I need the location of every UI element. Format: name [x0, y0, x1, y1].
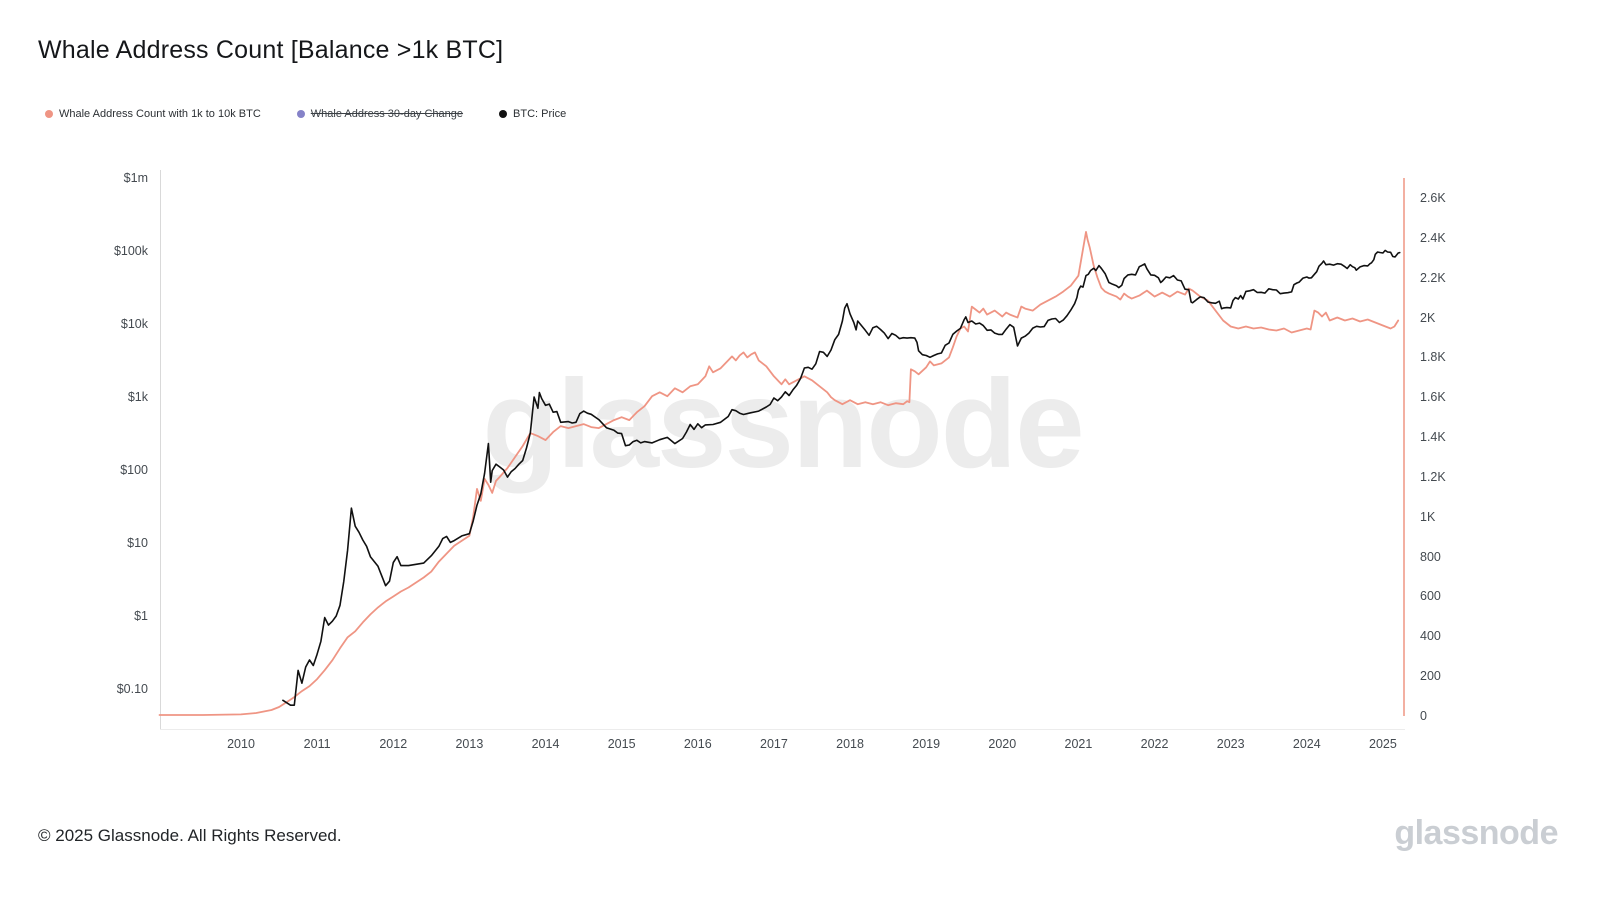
series-line-whale-count [158, 231, 1400, 716]
legend-dot-icon [499, 110, 508, 118]
left-axis-tick: $0.10 [116, 682, 148, 696]
left-axis-tick: $100 [120, 463, 148, 477]
x-axis-tick: 2015 [607, 737, 636, 751]
chart-area[interactable]: glassnode [158, 170, 1405, 730]
series-line-btc-price [282, 249, 1401, 707]
legend-label: Whale Address Count with 1k to 10k BTC [59, 108, 261, 120]
x-axis-tick: 2022 [1140, 737, 1169, 751]
x-axis-tick: 2020 [988, 737, 1017, 751]
right-axis-tick: 200 [1420, 669, 1441, 684]
x-axis-tick: 2013 [455, 737, 484, 751]
right-axis-tick: 800 [1420, 549, 1441, 564]
right-axis-tick: 1K [1420, 509, 1436, 524]
x-axis-tick: 2025 [1369, 737, 1397, 751]
right-axis-tick: 1.4K [1420, 430, 1446, 445]
x-axis-tick: 2014 [531, 737, 560, 751]
page-title: Whale Address Count [Balance >1k BTC] [38, 36, 504, 64]
right-axis-tick: 400 [1420, 629, 1441, 644]
plot-svg [158, 170, 1405, 730]
legend-label: Whale Address 30-day Change [310, 108, 464, 120]
left-axis-tick: $100k [113, 244, 148, 258]
x-axis-tick: 2021 [1064, 737, 1093, 751]
x-axis-tick: 2019 [912, 737, 941, 751]
right-axis-tick: 2.6K [1420, 191, 1446, 205]
left-axis-tick: $10 [127, 536, 148, 550]
legend: Whale Address Count with 1k to 10k BTC Wh… [45, 108, 566, 120]
left-axis-tick: $10k [120, 317, 148, 331]
x-axis-tick: 2010 [227, 737, 255, 751]
copyright: © 2025 Glassnode. All Rights Reserved. [38, 826, 342, 845]
right-axis-tick: 1.6K [1420, 390, 1446, 405]
legend-dot-icon [45, 110, 53, 118]
x-axis-tick: 2017 [760, 737, 788, 751]
left-axis-tick: $1m [123, 171, 148, 185]
x-axis-tick: 2023 [1216, 737, 1245, 751]
x-axis-tick: 2016 [683, 737, 712, 751]
x-axis-tick: 2012 [379, 737, 408, 751]
legend-label: BTC: Price [513, 108, 567, 120]
right-axis-tick: 2.2K [1420, 270, 1446, 285]
x-axis-tick: 2011 [303, 737, 331, 751]
right-axis-tick: 1.8K [1420, 350, 1446, 365]
legend-item[interactable]: Whale Address 30-day Change [296, 108, 464, 120]
right-axis-tick: 1.2K [1420, 469, 1446, 484]
legend-item[interactable]: BTC: Price [499, 108, 566, 120]
brand-logo: glassnode [1394, 814, 1558, 852]
right-axis-tick: 600 [1420, 589, 1441, 604]
right-axis-tick: 2.4K [1420, 230, 1446, 245]
right-axis-tick: 0 [1420, 709, 1427, 723]
left-axis-tick: $1 [134, 609, 148, 623]
right-axis-tick: 2K [1420, 310, 1436, 325]
legend-item[interactable]: Whale Address Count with 1k to 10k BTC [45, 108, 261, 120]
legend-dot-icon [296, 110, 305, 118]
left-axis-tick: $1k [127, 390, 148, 404]
x-axis-tick: 2018 [836, 737, 864, 751]
x-axis-tick: 2024 [1292, 737, 1321, 751]
